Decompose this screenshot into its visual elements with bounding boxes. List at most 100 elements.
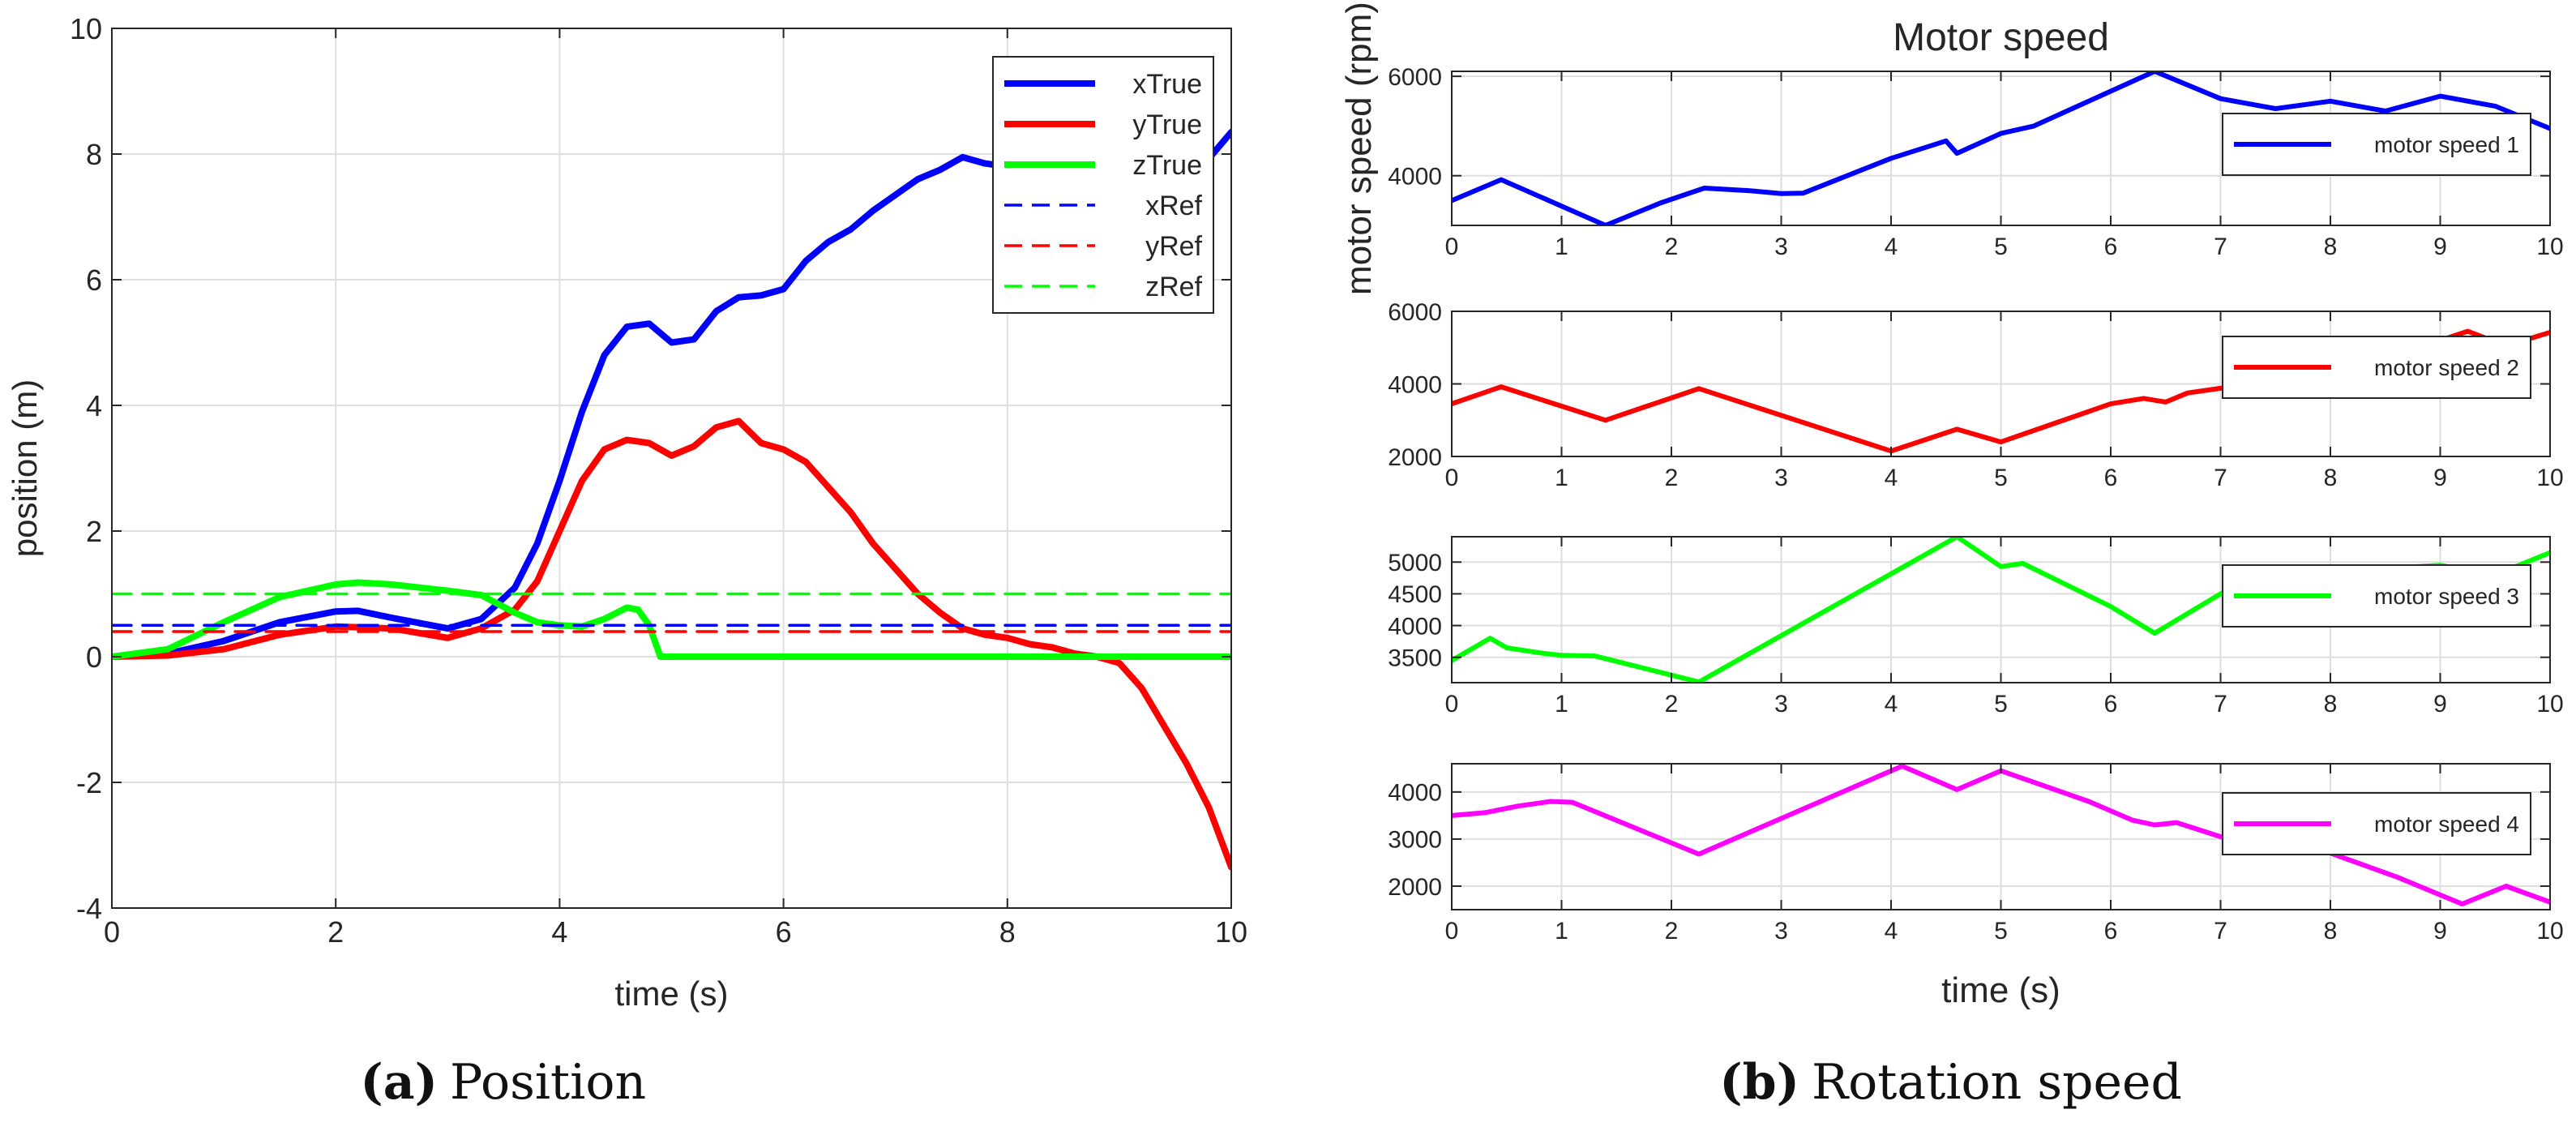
- x-tick-label: 7: [2214, 918, 2227, 945]
- x-tick-label: 2: [1665, 918, 1679, 945]
- legend: motor speed 1: [2222, 113, 2531, 176]
- x-tick-label: 0: [1445, 691, 1459, 718]
- x-tick-label: 4: [1885, 465, 1898, 491]
- x-tick-label: 8: [2324, 233, 2338, 260]
- motor-speed-4-chart: 0 1 2 3 4 5 6 7 8 9 10 2000 3000 4000 time (s) motor sp…: [1388, 763, 2564, 1010]
- legend-entry-motor-speed-1: motor speed 1: [2374, 132, 2519, 157]
- legend-entry-ytrue: yTrue: [1132, 109, 1202, 140]
- x-tick-label: 4: [1885, 691, 1898, 718]
- x-tick-label: 3: [1774, 918, 1788, 945]
- x-tick-label: 5: [1994, 465, 2008, 491]
- series-line-ztrue: [112, 579, 1231, 660]
- x-tick-label: 0: [1445, 918, 1459, 945]
- x-tick-label: 8: [2324, 918, 2338, 945]
- series-group: [1452, 71, 2550, 225]
- y-tick-label: 6000: [1388, 64, 1442, 91]
- x-tick-label: 8: [2324, 691, 2338, 718]
- y-tick-label: 4500: [1388, 581, 1442, 608]
- legend: xTrue yTrue zTrue xRef yRef zRef: [992, 56, 1214, 314]
- motor-speed-3-chart: 0 1 2 3 4 5 6 7 8 9 10 3500 4000 4500 5000 motor speed …: [1388, 536, 2564, 718]
- x-tick-label: 6: [2104, 465, 2118, 491]
- x-tick-label: 2: [1665, 233, 1679, 260]
- x-tick-label: 3: [1774, 465, 1788, 491]
- y-axis-label: position (m): [6, 379, 44, 557]
- y-tick-label: 6000: [1388, 299, 1442, 326]
- legend-box: [2222, 336, 2531, 399]
- x-axis-label: time (s): [615, 975, 729, 1013]
- x-tick-label: 1: [1555, 233, 1568, 260]
- x-tick-label: 6: [776, 915, 792, 949]
- x-tick-label: 2: [327, 915, 344, 949]
- y-tick-label: 3000: [1388, 827, 1442, 854]
- y-tick-label: 2000: [1388, 444, 1442, 471]
- x-tick-label: 10: [2536, 465, 2563, 491]
- caption-b-text: Rotation speed: [1812, 1054, 2182, 1111]
- x-tick-label: 9: [2433, 918, 2447, 945]
- y-tick-label: -2: [76, 766, 102, 799]
- legend-entry-zref: zRef: [1145, 272, 1202, 302]
- x-tick-label: 0: [1445, 465, 1459, 491]
- y-tick-label: 2: [86, 515, 102, 548]
- caption-b-label: (b): [1719, 1054, 1799, 1111]
- legend: motor speed 3: [2222, 564, 2531, 628]
- x-tick-label: 1: [1555, 691, 1568, 718]
- x-tick-label: 4: [1885, 233, 1898, 260]
- x-tick-label: 5: [1994, 691, 2008, 718]
- x-tick-label: 9: [2433, 691, 2447, 718]
- y-tick-label: -4: [76, 892, 102, 925]
- series-line-motor-speed-4: [1452, 764, 2550, 906]
- y-tick-label: 10: [70, 12, 102, 45]
- y-tick-label: 4: [86, 389, 102, 422]
- x-tick-label: 4: [551, 915, 567, 949]
- legend-entry-motor-speed-3: motor speed 3: [2374, 584, 2519, 609]
- legend-entry-xtrue: xTrue: [1132, 69, 1202, 100]
- legend: motor speed 4: [2222, 792, 2531, 855]
- caption-a-label: (a): [360, 1054, 438, 1111]
- y-tick-label: 3500: [1388, 645, 1442, 671]
- y-tick-label: 0: [86, 640, 102, 674]
- x-tick-label: 8: [2324, 465, 2338, 491]
- x-tick-label: 7: [2214, 691, 2227, 718]
- y-axis-label: motor speed (rpm): [1339, 2, 1379, 295]
- motor-speed-2-chart: 0 1 2 3 4 5 6 7 8 9 10 2000 4000 6000 motor speed 2: [1388, 299, 2563, 491]
- series-group: [112, 128, 1231, 871]
- x-tick-label: 10: [2536, 918, 2563, 945]
- x-axis-label: time (s): [1941, 970, 2060, 1010]
- y-tick-label: 5000: [1388, 550, 1442, 576]
- x-tick-label: 6: [2104, 233, 2118, 260]
- y-tick-label: 4000: [1388, 780, 1442, 807]
- x-tick-label: 1: [1555, 918, 1568, 945]
- legend: motor speed 2: [2222, 336, 2531, 399]
- x-tick-label: 0: [104, 915, 120, 949]
- x-tick-label: 4: [1885, 918, 1898, 945]
- x-tick-label: 10: [1215, 915, 1247, 949]
- x-tick-label: 2: [1665, 465, 1679, 491]
- x-tick-label: 9: [2433, 233, 2447, 260]
- x-tick-label: 2: [1665, 691, 1679, 718]
- x-tick-label: 5: [1994, 918, 2008, 945]
- legend-entry-yref: yRef: [1145, 231, 1202, 262]
- x-tick-label: 5: [1994, 233, 2008, 260]
- y-tick-label: 4000: [1388, 164, 1442, 191]
- y-tick-label: 8: [86, 138, 102, 171]
- x-tick-label: 3: [1774, 233, 1788, 260]
- x-tick-label: 7: [2214, 233, 2227, 260]
- x-tick-label: 0: [1445, 233, 1459, 260]
- legend-entry-ztrue: zTrue: [1132, 150, 1202, 181]
- legend-box: [992, 56, 1214, 314]
- legend-entry-motor-speed-2: motor speed 2: [2374, 355, 2519, 380]
- chart-title: Motor speed: [1893, 16, 2109, 59]
- x-tick-label: 6: [2104, 918, 2118, 945]
- series-line-motor-speed-1: [1452, 71, 2550, 225]
- y-tick-label: 6: [86, 263, 102, 297]
- y-tick-label: 2000: [1388, 874, 1442, 901]
- x-tick-label: 7: [2214, 465, 2227, 491]
- series-line-xtrue: [112, 128, 1231, 660]
- x-tick-label: 8: [999, 915, 1016, 949]
- x-tick-label: 10: [2536, 691, 2563, 718]
- caption-a-text: Position: [450, 1054, 646, 1111]
- x-tick-label: 6: [2104, 691, 2118, 718]
- legend-entry-motor-speed-4: motor speed 4: [2374, 812, 2519, 837]
- x-tick-label: 10: [2536, 233, 2563, 260]
